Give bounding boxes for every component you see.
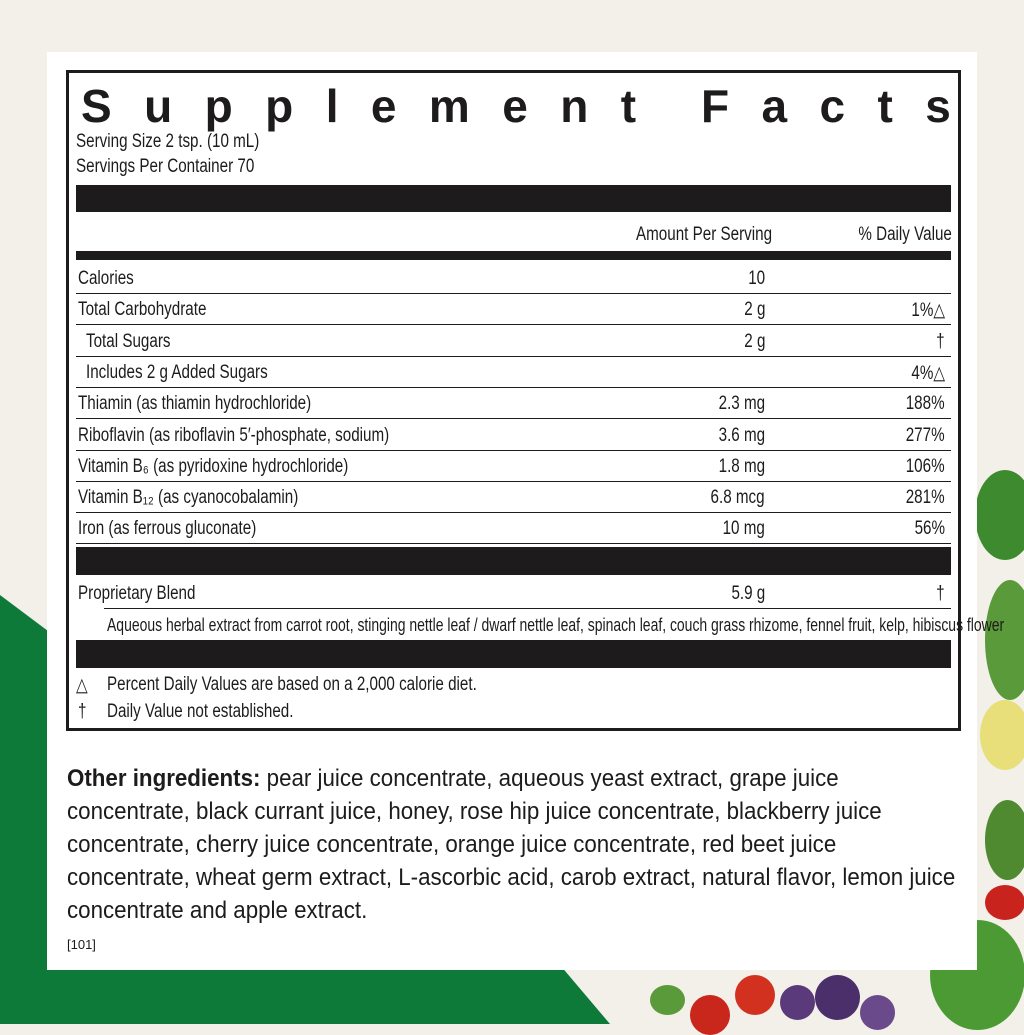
footnote-text: Percent Daily Values are based on a 2,00… [107, 674, 477, 695]
nutrient-amount: 2.3 mg [718, 393, 765, 415]
title-letter: e [502, 80, 528, 132]
blend-description: Aqueous herbal extract from carrot root,… [107, 615, 1005, 635]
nutrient-amount: 2 g [743, 299, 765, 321]
title-letter: n [560, 80, 589, 132]
nutrient-row: Riboflavin (as riboflavin 5′-phosphate, … [76, 420, 951, 451]
product-code: [101] [67, 937, 96, 952]
other-ingredients: Other ingredients: pear juice concentrat… [67, 762, 960, 927]
title-letter: t [877, 80, 893, 132]
divider-line [104, 608, 951, 609]
divider-bar [76, 641, 951, 668]
nutrient-amount: 3.6 mg [718, 424, 765, 446]
footnote-symbol: † [78, 701, 87, 722]
header-amount: Amount Per Serving [635, 224, 772, 245]
nutrient-dv: 281% [906, 487, 945, 509]
nutrient-dv: 106% [906, 455, 945, 477]
servings-per-container: Servings Per Container 70 [76, 156, 255, 177]
nutrient-dv: 56% [914, 518, 945, 540]
title-letter: p [204, 80, 233, 132]
nutrient-row: Includes 2 g Added Sugars 4%△ [76, 357, 951, 388]
nutrient-name: Vitamin B₁₂ (as cyanocobalamin) [78, 487, 299, 509]
nutrient-name: Vitamin B₆ (as pyridoxine hydrochloride) [78, 455, 349, 477]
nutrient-name: Riboflavin (as riboflavin 5′-phosphate, … [78, 424, 390, 446]
title-letter: e [370, 80, 397, 132]
nutrient-name: Total Sugars [86, 330, 171, 352]
nutrient-name: Iron (as ferrous gluconate) [78, 518, 257, 540]
footnote-text: Daily Value not established. [107, 701, 294, 722]
proprietary-blend-row: Proprietary Blend 5.9 g † [76, 578, 951, 609]
title-letter: u [144, 80, 173, 132]
nutrient-amount: 1.8 mg [718, 455, 765, 477]
blend-amount: 5.9 g [731, 583, 765, 604]
nutrient-row: Total Sugars 2 g † [76, 326, 951, 357]
nutrient-amount: 6.8 mcg [710, 487, 765, 509]
footnote-symbol: △ [76, 675, 88, 696]
other-ingredients-label: Other ingredients: [67, 765, 261, 792]
nutrient-dv: 188% [906, 393, 945, 415]
title-letter: s [925, 80, 951, 132]
serving-size: Serving Size 2 tsp. (10 mL) [76, 131, 260, 152]
nutrient-amount: 10 [748, 268, 765, 289]
divider-line [76, 640, 951, 641]
nutrient-dv: 1%△ [911, 300, 945, 322]
nutrient-amount: 10 mg [722, 518, 765, 540]
nutrient-row: Vitamin B₆ (as pyridoxine hydrochloride)… [76, 451, 951, 482]
divider-bar [76, 185, 951, 212]
title-letter: S [81, 80, 112, 132]
title-letter: F [700, 80, 730, 132]
blend-dv: † [936, 583, 945, 604]
divider-bar [76, 251, 951, 260]
title-letter: p [265, 80, 294, 132]
other-ingredients-text: pear juice concentrate, aqueous yeast ex… [67, 765, 956, 924]
blend-name: Proprietary Blend [78, 583, 196, 604]
title-letter: l [325, 80, 339, 132]
header-daily-value: % Daily Value [858, 224, 953, 245]
title-letter: a [761, 80, 788, 132]
nutrient-dv: † [936, 330, 945, 352]
nutrient-row: Total Carbohydrate 2 g 1%△ [76, 294, 951, 326]
nutrient-row: Iron (as ferrous gluconate) 10 mg 56% [76, 513, 951, 545]
nutrient-dv: 4%△ [911, 362, 945, 384]
title-letter: t [620, 80, 637, 132]
nutrient-name: Thiamin (as thiamin hydrochloride) [78, 393, 312, 415]
title-letter: c [819, 80, 846, 132]
nutrient-name: Includes 2 g Added Sugars [86, 361, 268, 383]
nutrient-name: Total Carbohydrate [78, 299, 207, 321]
title-letter: m [428, 80, 470, 132]
nutrient-row: Thiamin (as thiamin hydrochloride) 2.3 mg… [76, 388, 951, 420]
nutrient-dv: 277% [906, 424, 945, 446]
nutrient-row: Vitamin B₁₂ (as cyanocobalamin) 6.8 mcg 28… [76, 482, 951, 514]
divider-bar [76, 547, 951, 575]
nutrient-name: Calories [78, 268, 134, 289]
nutrient-amount: 2 g [743, 330, 765, 352]
nutrient-row: Calories 10 [76, 263, 951, 294]
green-bottom-strip [0, 965, 610, 1024]
